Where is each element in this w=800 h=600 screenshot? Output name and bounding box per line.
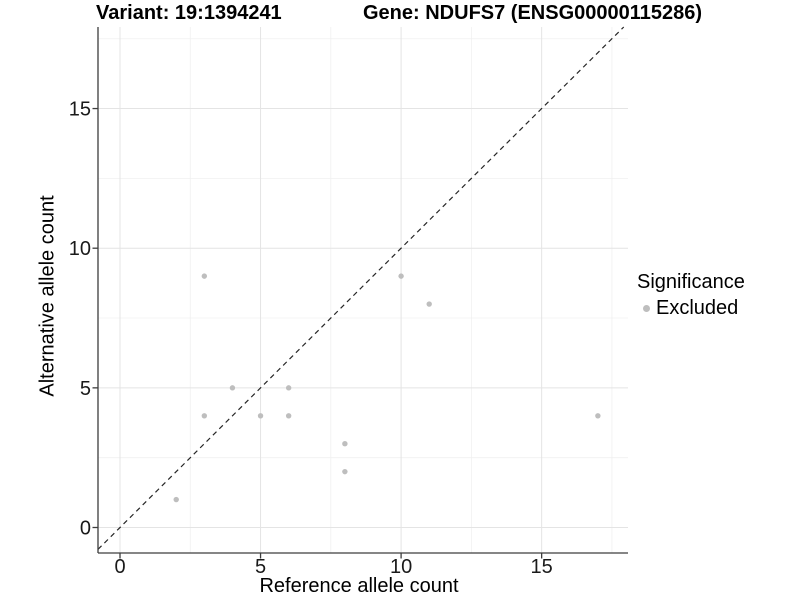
data-point [285, 385, 292, 391]
data-points-layer [173, 273, 601, 503]
data-point [595, 413, 601, 419]
y-tick-label: 5 [80, 378, 91, 400]
major-gridlines [98, 27, 628, 553]
identity-dashed-line [97, 26, 625, 550]
y-tick-label: 0 [80, 518, 91, 540]
data-point [398, 273, 404, 279]
excluded-point-icon [643, 304, 650, 312]
gene-title: Gene: NDUFS7 (ENSG00000115286) [363, 2, 703, 24]
x-tick-label: 10 [390, 556, 412, 578]
data-point [342, 441, 348, 447]
data-point [173, 496, 179, 503]
data-point [201, 273, 208, 279]
x-axis-title: Reference allele count [259, 575, 458, 597]
legend: Significance Excluded [637, 271, 745, 319]
data-point [201, 413, 208, 419]
x-tick-label: 5 [255, 556, 266, 578]
identity-line-layer [97, 26, 625, 550]
variant-title: Variant: 19:1394241 [96, 2, 282, 24]
legend-title: Significance [637, 271, 745, 293]
tick-labels-layer: 0 5 10 15 0 5 10 15 [69, 99, 553, 578]
tick-marks-layer [92, 107, 543, 559]
y-tick-label: 15 [69, 99, 91, 121]
data-point [285, 413, 292, 419]
data-point [229, 385, 236, 391]
data-point [257, 413, 264, 419]
x-tick-label: 15 [531, 556, 553, 578]
y-tick-label: 10 [69, 238, 91, 260]
axis-lines-layer [97, 27, 628, 554]
minor-gridlines [98, 27, 628, 553]
x-tick-label: 0 [114, 556, 125, 578]
data-point [426, 301, 432, 307]
legend-entry-excluded: Excluded [637, 297, 745, 319]
legend-entry-label: Excluded [656, 296, 739, 319]
y-axis-title: Alternative allele count [37, 195, 59, 397]
data-point [342, 468, 348, 475]
